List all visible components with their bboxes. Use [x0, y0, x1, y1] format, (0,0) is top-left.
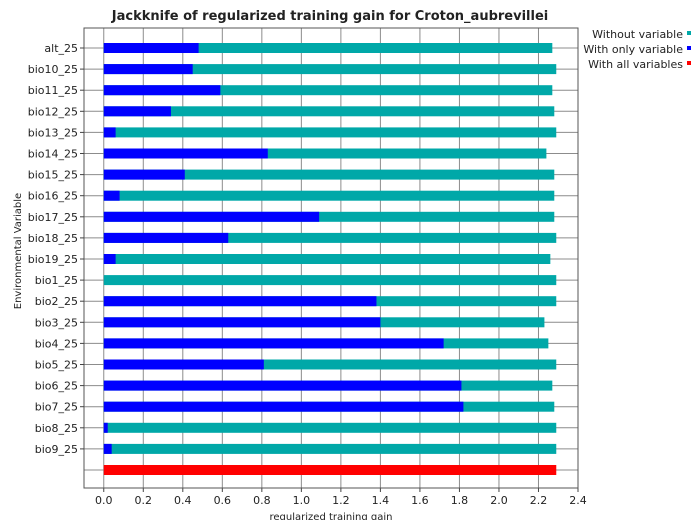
legend-label: Without variable — [592, 28, 683, 41]
x-tick-label: 0.4 — [174, 494, 192, 507]
bar-with-only-variable — [103, 338, 444, 349]
legend-swatch — [687, 31, 691, 35]
category-label: bio12_25 — [28, 105, 78, 118]
bar-without-variable — [103, 359, 557, 370]
bar-with-only-variable — [103, 106, 171, 117]
bar-with-only-variable — [103, 190, 120, 201]
bar-with-only-variable — [103, 443, 112, 454]
category-label: bio16_25 — [28, 190, 78, 203]
bar-without-variable — [103, 127, 557, 138]
bar-without-variable — [103, 64, 557, 75]
x-tick-label: 0.8 — [253, 494, 271, 507]
bar-without-variable — [103, 190, 555, 201]
category-label: bio15_25 — [28, 169, 78, 182]
bar-without-variable — [103, 148, 547, 159]
bar-with-only-variable — [103, 64, 193, 75]
bar-without-variable — [103, 254, 551, 264]
x-axis-label: regularized training gain — [270, 512, 393, 520]
category-label: bio13_25 — [28, 126, 78, 139]
bar-with-only-variable — [103, 401, 464, 412]
x-tick-label: 1.6 — [411, 494, 429, 507]
category-label: bio4_25 — [35, 337, 78, 350]
bar-without-variable — [103, 275, 557, 286]
bar-without-variable — [103, 43, 553, 53]
x-tick-label: 2.4 — [569, 494, 587, 507]
bar-with-only-variable — [103, 296, 377, 307]
bar-with-only-variable — [103, 254, 116, 264]
bar-with-only-variable — [103, 359, 264, 370]
bar-with-only-variable — [103, 317, 381, 328]
bar-with-all-variables — [103, 465, 557, 475]
category-label: bio5_25 — [35, 359, 78, 372]
bar-with-only-variable — [103, 169, 185, 180]
category-label: bio1_25 — [35, 274, 78, 287]
legend: Without variable With only variable With a… — [583, 28, 691, 71]
bar-with-only-variable — [103, 380, 462, 391]
category-label: bio14_25 — [28, 148, 78, 161]
x-tick-label: 0.2 — [135, 494, 153, 507]
y-axis-label: Environmental Variable — [13, 193, 24, 309]
legend-swatch — [687, 61, 691, 65]
bar-without-variable — [103, 106, 555, 117]
legend-label: With only variable — [583, 43, 683, 56]
category-label: bio8_25 — [35, 422, 78, 435]
chart-title: Jackknife of regularized training gain f… — [111, 9, 548, 24]
bar-without-variable — [103, 443, 557, 454]
plot-frame — [83, 27, 579, 489]
category-label: bio18_25 — [28, 232, 78, 245]
legend-swatch — [687, 46, 691, 50]
bar-without-variable — [103, 232, 557, 243]
bar-without-variable — [103, 422, 557, 433]
category-label: bio11_25 — [28, 84, 78, 97]
x-tick-label: 1.0 — [293, 494, 311, 507]
bar-with-only-variable — [103, 232, 229, 243]
bar-without-variable — [103, 211, 555, 222]
category-label: alt_25 — [44, 42, 78, 55]
category-label: bio2_25 — [35, 295, 78, 308]
x-tick-label: 1.8 — [451, 494, 469, 507]
bar-with-only-variable — [103, 85, 221, 96]
category-label: bio3_25 — [35, 316, 78, 329]
x-tick-label: 2.0 — [490, 494, 508, 507]
category-label: bio6_25 — [35, 380, 78, 393]
x-tick-label: 2.2 — [530, 494, 548, 507]
bar-with-only-variable — [103, 422, 108, 433]
category-label: bio19_25 — [28, 253, 78, 266]
bar-without-variable — [103, 85, 553, 96]
legend-label: With all variables — [588, 58, 683, 71]
category-label: bio10_25 — [28, 63, 78, 76]
plot-area: 0.0 0.2 0.4 0.6 0.8 1.0 1.2 1.4 1.6 1.8 2.0 2.2 2.4 a… — [28, 27, 587, 507]
bar-without-variable — [103, 169, 555, 180]
x-tick-label: 1.2 — [332, 494, 350, 507]
x-tick-label: 0.0 — [95, 494, 113, 507]
x-tick-label: 1.4 — [372, 494, 390, 507]
category-label: bio7_25 — [35, 401, 78, 414]
category-label: bio17_25 — [28, 211, 78, 224]
category-label: bio9_25 — [35, 443, 78, 456]
bar-with-only-variable — [103, 127, 116, 138]
x-tick-label: 0.6 — [214, 494, 232, 507]
bar-with-only-variable — [103, 211, 320, 222]
bar-with-only-variable — [103, 43, 199, 53]
bar-with-only-variable — [103, 148, 268, 159]
